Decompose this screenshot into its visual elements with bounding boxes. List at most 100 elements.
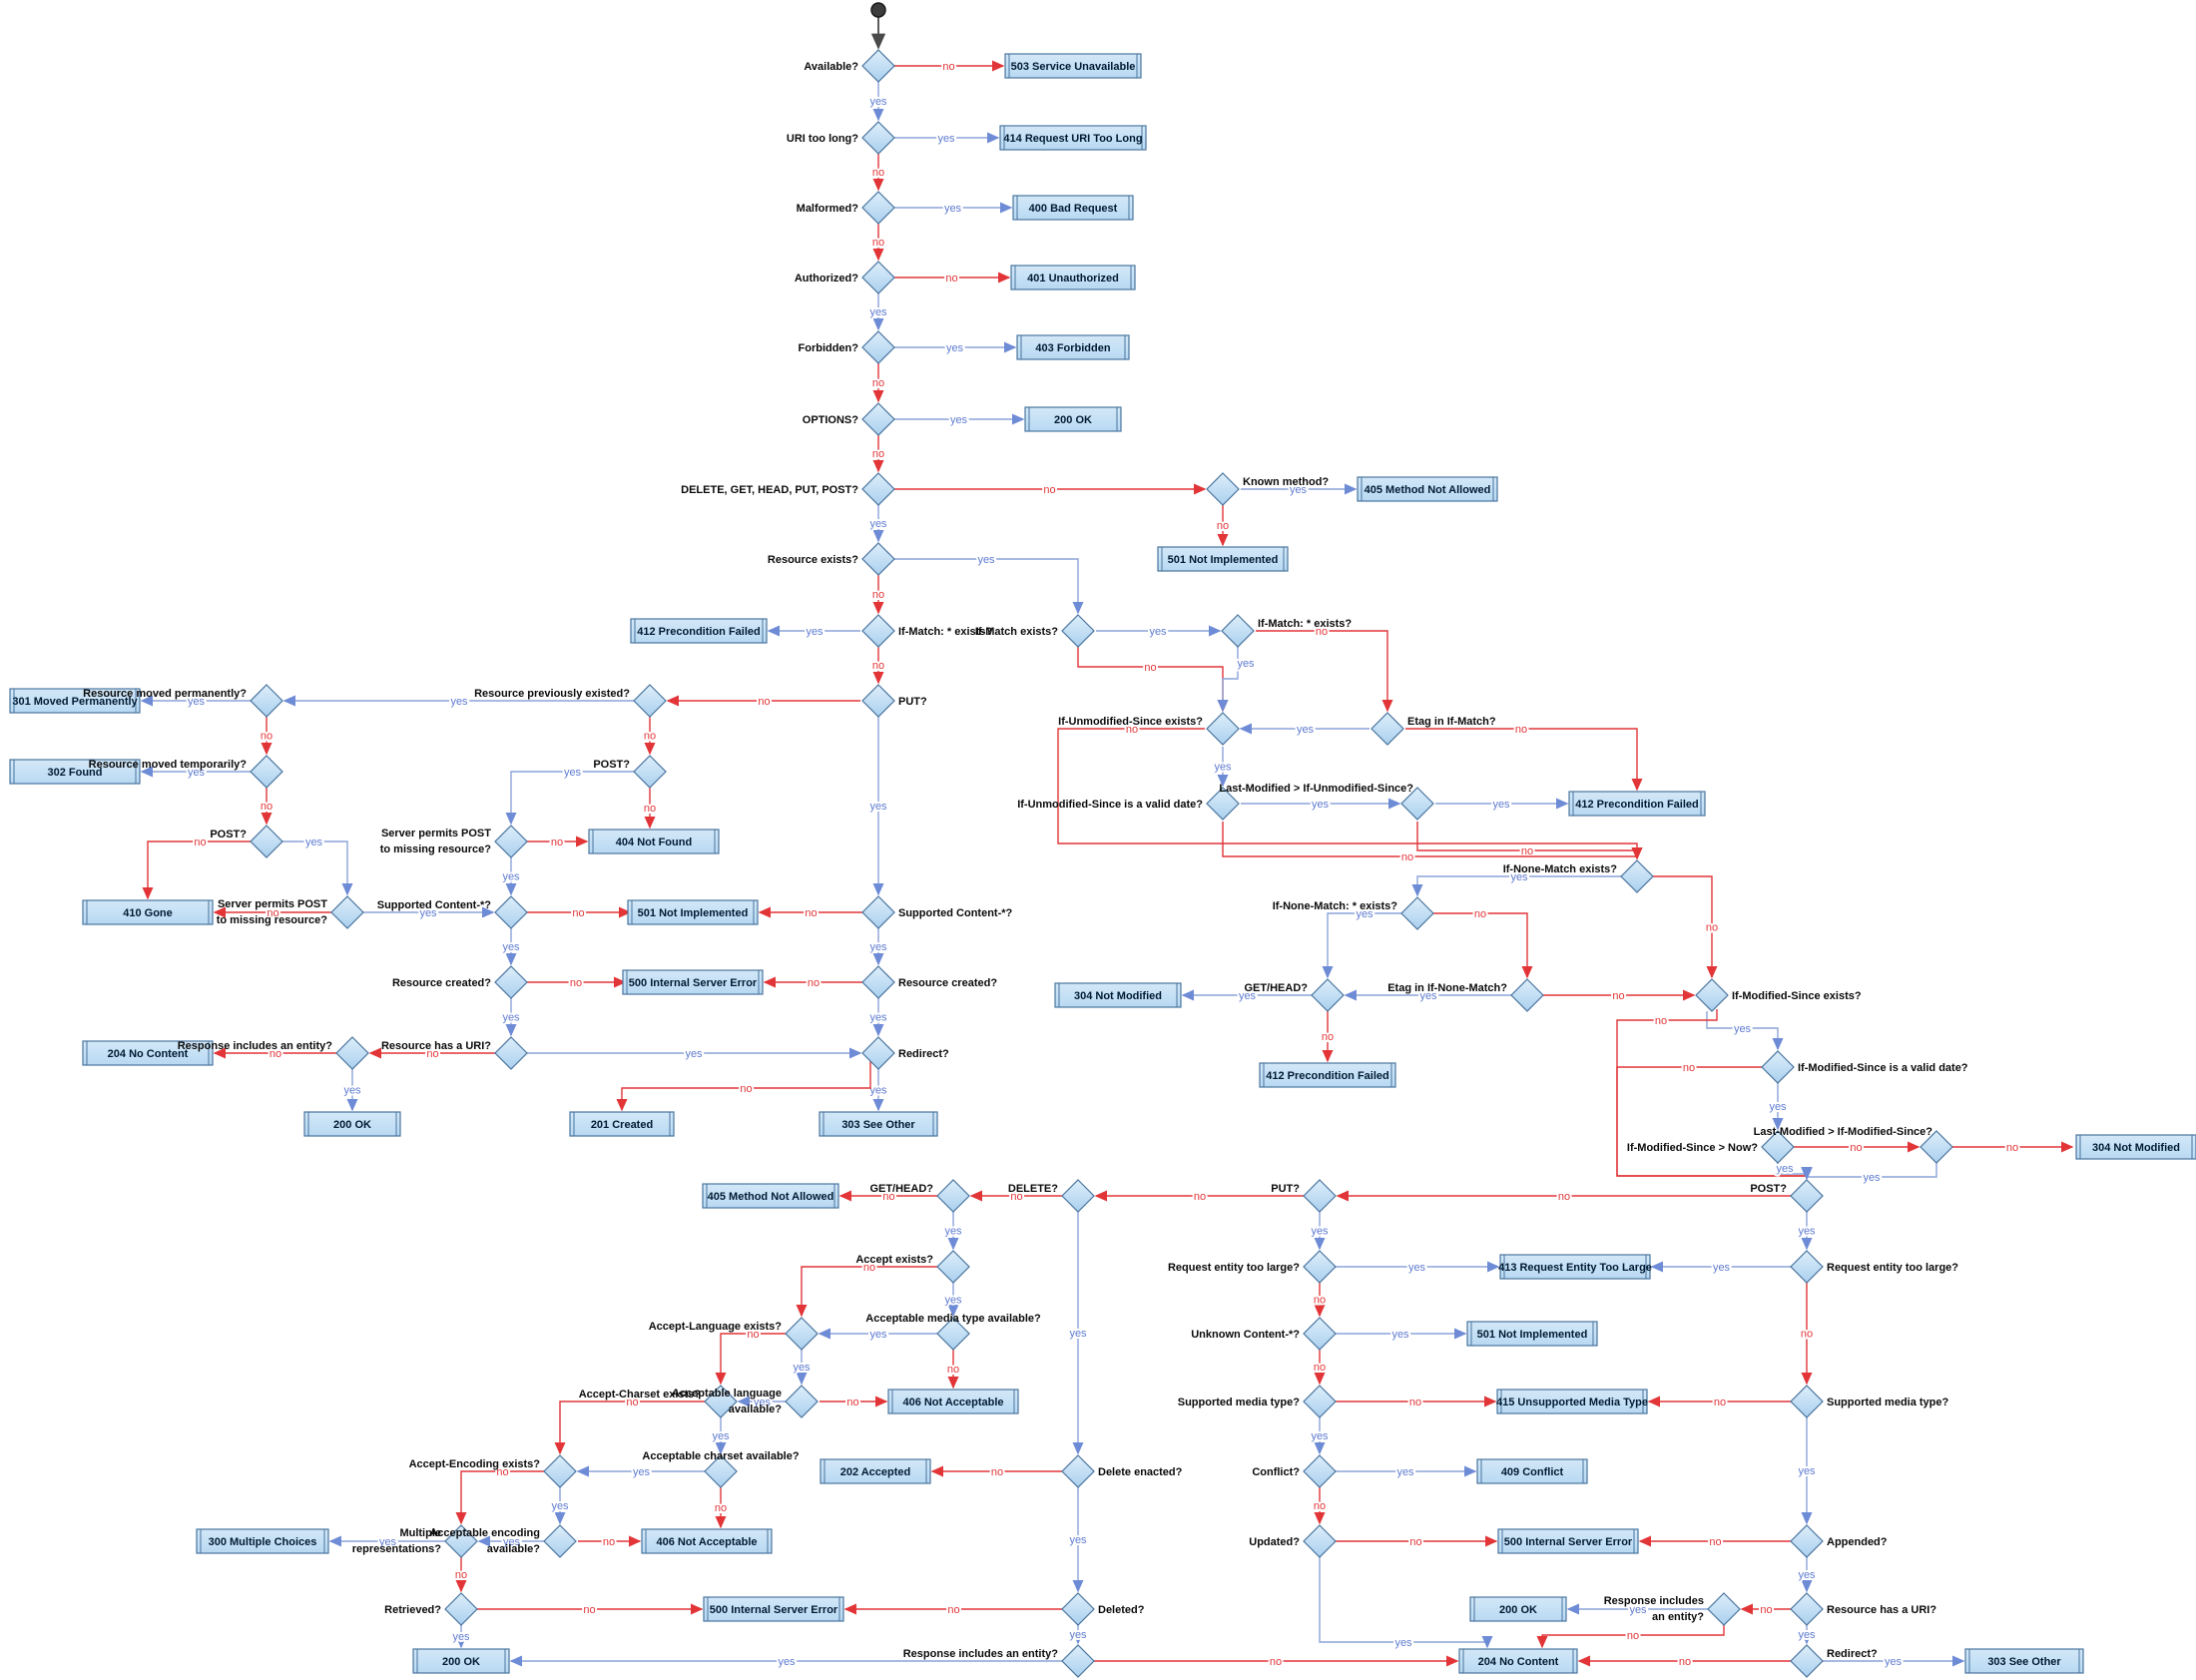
node-label: If-Match: * exists? [1258,618,1352,630]
decision-multiple-reps [444,1524,478,1558]
edge-label-no: no [1612,990,1624,1002]
edge-label-no: no [1194,1191,1206,1203]
edge-label-no: no [872,167,884,179]
edge-label-yes: yes [944,203,962,215]
node-label: If-Modified-Since > Now? [1627,1142,1758,1154]
edge-no [1256,630,1393,713]
decision-known-method [1206,472,1240,506]
edge-label-no: no [863,1262,875,1274]
edge-label-no: no [1760,1604,1772,1616]
edge-label-yes: yes [806,626,824,638]
status-label: 301 Moved Permanently [12,696,138,708]
edge-label-no: no [570,977,582,989]
node-label: If-None-Match: * exists? [1273,900,1398,912]
decision-if-mod-gt-now [1761,1130,1795,1164]
status-label: 300 Multiple Choices [209,1536,317,1548]
edge-label-no: no [872,377,884,389]
edge-no [1222,822,1643,860]
node-label: to missing resource? [217,914,328,926]
edge-label-yes: yes [1069,1328,1087,1340]
edge-label-no: no [740,1083,752,1095]
status-box-403 [1016,334,1130,360]
node-label: Updated? [1249,1536,1300,1548]
edge-label-no: no [945,273,957,284]
start-node [870,2,886,18]
status-box-300 [196,1528,329,1554]
edge-yes [1217,647,1239,713]
node-label: Server permits POST [218,898,327,910]
edge-label-yes: yes [946,342,964,354]
decision-media-type-avail [936,1317,970,1351]
decision-authorized [861,261,895,294]
edge-label-no: no [2006,1142,2018,1154]
node-label: If-None-Match exists? [1503,863,1618,875]
edge-label-no: no [270,1048,281,1060]
edge-yes [280,840,353,896]
edge-label-yes: yes [1734,1023,1752,1035]
status-label: 406 Not Acceptable [902,1397,1003,1408]
node-label: If-Modified-Since exists? [1732,990,1862,1002]
decision-lastmod-gt-ifmod [1920,1130,1953,1164]
node-label: Appended? [1827,1536,1888,1548]
decision-req-too-large-2 [1790,1250,1824,1284]
edge-label-no: no [1010,1191,1022,1203]
status-box-501-c [1466,1321,1598,1347]
status-box-405-b [702,1183,839,1209]
edge-label-no: no [267,907,278,919]
edge-label-yes: yes [188,767,206,779]
decision-conflict [1303,1454,1337,1488]
edge-label-yes: yes [1214,762,1232,774]
nodes-layer: Available? 503 Service Unavailable URI too… [9,2,2196,1678]
node-label: Redirect? [1827,1648,1878,1660]
status-label: 406 Not Acceptable [656,1536,757,1548]
edge-label-no: no [551,837,563,848]
status-label: 405 Method Not Allowed [708,1191,834,1203]
edge-label-yes: yes [503,1536,521,1548]
status-box-410 [82,899,214,925]
decision-if-unmod-exists [1206,712,1240,746]
status-label: 204 No Content [1478,1656,1559,1668]
status-label: 403 Forbidden [1035,342,1110,354]
status-box-500-a [622,969,764,995]
status-label: 413 Request Entity Too Large [1498,1262,1652,1274]
edge-label-no: no [1144,662,1156,674]
node-label: OPTIONS? [803,414,859,426]
edge-label-no: no [882,1191,894,1203]
edge-label-yes: yes [1290,484,1308,496]
edge-label-yes: yes [937,133,955,145]
edge-label-no: no [1474,908,1486,920]
decision-delete-enacted [1061,1454,1095,1488]
status-box-412-b [1568,791,1706,817]
status-label: 503 Service Unavailable [1011,61,1136,73]
decision-put-2 [1303,1179,1337,1213]
decision-if-match-exists [1061,614,1095,648]
status-box-301 [9,688,141,714]
edge-label-yes: yes [343,1085,361,1097]
node-label: Accept-Language exists? [649,1321,783,1333]
decision-moved-permanently [250,684,283,718]
status-box-406-b [641,1528,773,1554]
edge-no [796,1266,937,1318]
status-label: 401 Unauthorized [1027,273,1119,284]
edge-label-yes: yes [419,907,437,919]
edge-label-yes: yes [450,696,468,708]
decision-malformed [861,191,895,225]
status-label: 412 Precondition Failed [637,626,760,638]
status-box-412-c [1259,1062,1396,1088]
edge-label-yes: yes [1863,1172,1881,1184]
edge-label-yes: yes [1394,1637,1412,1649]
status-box-200-b [412,1648,510,1674]
node-label: Resource created? [392,977,491,989]
node-label: Supported media type? [1178,1397,1301,1408]
edge-label-yes: yes [551,1500,569,1512]
node-label: Last-Modified > If-Modified-Since? [1754,1126,1933,1138]
status-box-303-a [819,1111,938,1137]
edge-label-no: no [872,237,884,249]
decision-req-too-large-1 [1303,1250,1337,1284]
edge-label-no: no [261,731,273,743]
decision-retrieved [444,1592,478,1626]
decision-get-head-1 [1311,978,1345,1012]
node-label: PUT? [898,696,927,708]
node-label: Available? [804,61,858,73]
status-label: 302 Found [47,767,102,779]
